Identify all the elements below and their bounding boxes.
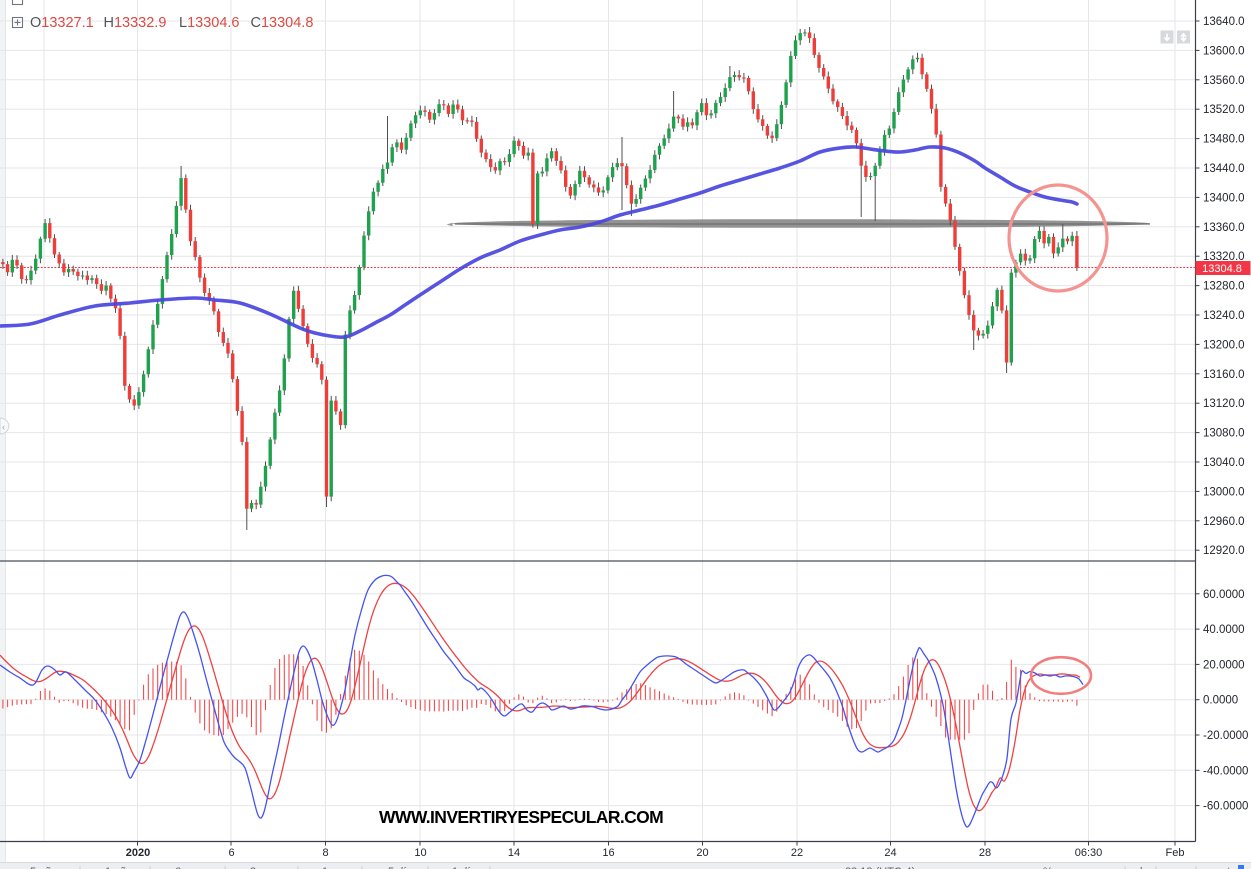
svg-text:13480.0: 13480.0 bbox=[1203, 134, 1245, 146]
svg-text:13400.0: 13400.0 bbox=[1203, 192, 1245, 204]
svg-text:13304.8: 13304.8 bbox=[1202, 263, 1242, 275]
svg-text:12960.0: 12960.0 bbox=[1203, 516, 1245, 528]
svg-text:13360.0: 13360.0 bbox=[1203, 222, 1245, 234]
svg-text:20: 20 bbox=[696, 847, 708, 859]
svg-text:13000.0: 13000.0 bbox=[1203, 486, 1245, 498]
svg-text:WWW.INVERTIRYESPECULAR.COM: WWW.INVERTIRYESPECULAR.COM bbox=[379, 807, 663, 827]
svg-text:1 día: 1 día bbox=[452, 866, 477, 869]
svg-text:06:30: 06:30 bbox=[1075, 847, 1103, 859]
svg-text:22: 22 bbox=[791, 847, 803, 859]
svg-text:8: 8 bbox=[322, 847, 328, 859]
svg-text:3 meses: 3 meses bbox=[250, 866, 292, 869]
svg-text:10: 10 bbox=[414, 847, 426, 859]
svg-text:20.0000: 20.0000 bbox=[1203, 659, 1245, 671]
svg-text:23:13 (UTC-4): 23:13 (UTC-4) bbox=[845, 866, 915, 869]
svg-text:-20.0000: -20.0000 bbox=[1203, 730, 1248, 742]
svg-text:-60.0000: -60.0000 bbox=[1203, 801, 1248, 813]
svg-text:13040.0: 13040.0 bbox=[1203, 457, 1245, 469]
svg-text:auto: auto bbox=[1215, 866, 1236, 869]
svg-text:1 año: 1 año bbox=[105, 866, 133, 869]
svg-text:13320.0: 13320.0 bbox=[1203, 251, 1245, 263]
svg-text:6: 6 bbox=[228, 847, 234, 859]
svg-text:5 años: 5 años bbox=[30, 866, 64, 869]
svg-text:14: 14 bbox=[508, 847, 520, 859]
svg-text:24: 24 bbox=[884, 847, 896, 859]
svg-text:60.0000: 60.0000 bbox=[1203, 589, 1245, 601]
svg-text:6 meses: 6 meses bbox=[175, 866, 217, 869]
svg-text:13120.0: 13120.0 bbox=[1203, 398, 1245, 410]
svg-text:Feb: Feb bbox=[1166, 847, 1185, 859]
svg-text:13440.0: 13440.0 bbox=[1203, 163, 1245, 175]
svg-text:13080.0: 13080.0 bbox=[1203, 428, 1245, 440]
svg-text:12920.0: 12920.0 bbox=[1203, 545, 1245, 557]
svg-text:0.0000: 0.0000 bbox=[1203, 695, 1238, 707]
svg-text:40.0000: 40.0000 bbox=[1203, 624, 1245, 636]
svg-text:13240.0: 13240.0 bbox=[1203, 310, 1245, 322]
svg-text:13200.0: 13200.0 bbox=[1203, 339, 1245, 351]
svg-text:5 días: 5 días bbox=[388, 866, 418, 869]
svg-text:13160.0: 13160.0 bbox=[1203, 369, 1245, 381]
svg-text:13560.0: 13560.0 bbox=[1203, 75, 1245, 87]
svg-text:‹: ‹ bbox=[2, 422, 5, 432]
svg-text:13280.0: 13280.0 bbox=[1203, 281, 1245, 293]
svg-text:1 mes: 1 mes bbox=[322, 866, 352, 869]
svg-text:13600.0: 13600.0 bbox=[1203, 45, 1245, 57]
svg-text:13520.0: 13520.0 bbox=[1203, 104, 1245, 116]
svg-text:16: 16 bbox=[602, 847, 614, 859]
svg-text:13640.0: 13640.0 bbox=[1203, 16, 1245, 28]
svg-text:2020: 2020 bbox=[126, 847, 150, 859]
svg-text:%: % bbox=[1043, 866, 1053, 869]
svg-text:-40.0000: -40.0000 bbox=[1203, 765, 1248, 777]
svg-text:28: 28 bbox=[979, 847, 991, 859]
svg-text:log: log bbox=[1140, 866, 1155, 869]
